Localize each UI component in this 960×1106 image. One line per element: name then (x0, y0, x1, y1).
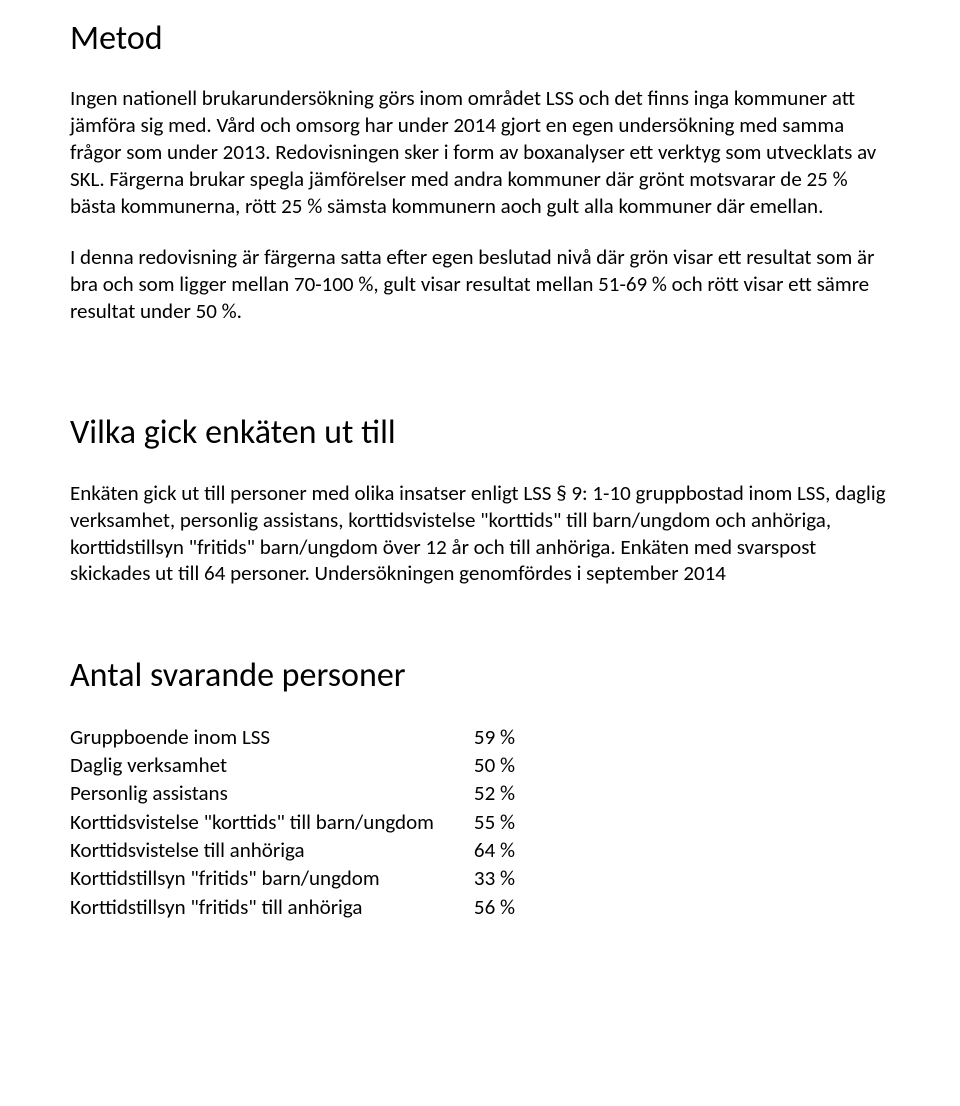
table-row: Gruppboende inom LSS 59 % (70, 723, 515, 751)
table-row-label: Daglig verksamhet (70, 751, 474, 779)
table-row-value: 50 % (474, 751, 515, 779)
heading-antal: Antal svarande personer (70, 657, 890, 694)
table-row-label: Gruppboende inom LSS (70, 723, 474, 751)
heading-metod: Metod (70, 20, 890, 57)
table-row: Korttidsvistelse till anhöriga 64 % (70, 836, 515, 864)
table-row: Personlig assistans 52 % (70, 779, 515, 807)
table-row-label: Korttidstillsyn "fritids" till anhöriga (70, 893, 474, 921)
heading-vilka: Vilka gick enkäten ut till (70, 414, 890, 451)
vilka-paragraph-1: Enkäten gick ut till personer med olika … (70, 480, 890, 588)
table-row-value: 52 % (474, 779, 515, 807)
table-row-value: 59 % (474, 723, 515, 751)
table-row-value: 33 % (474, 864, 515, 892)
metod-paragraph-1: Ingen nationell brukarundersökning görs … (70, 85, 890, 219)
table-row-value: 64 % (474, 836, 515, 864)
table-row: Korttidstillsyn "fritids" barn/ungdom 33… (70, 864, 515, 892)
table-row-label: Korttidstillsyn "fritids" barn/ungdom (70, 864, 474, 892)
table-row-label: Personlig assistans (70, 779, 474, 807)
table-row: Daglig verksamhet 50 % (70, 751, 515, 779)
table-row-value: 55 % (474, 808, 515, 836)
table-row-value: 56 % (474, 893, 515, 921)
table-row: Korttidstillsyn "fritids" till anhöriga … (70, 893, 515, 921)
table-row-label: Korttidsvistelse till anhöriga (70, 836, 474, 864)
table-row: Korttidsvistelse "korttids" till barn/un… (70, 808, 515, 836)
metod-paragraph-2: I denna redovisning är färgerna satta ef… (70, 244, 890, 325)
table-row-label: Korttidsvistelse "korttids" till barn/un… (70, 808, 474, 836)
antal-table: Gruppboende inom LSS 59 % Daglig verksam… (70, 723, 515, 921)
